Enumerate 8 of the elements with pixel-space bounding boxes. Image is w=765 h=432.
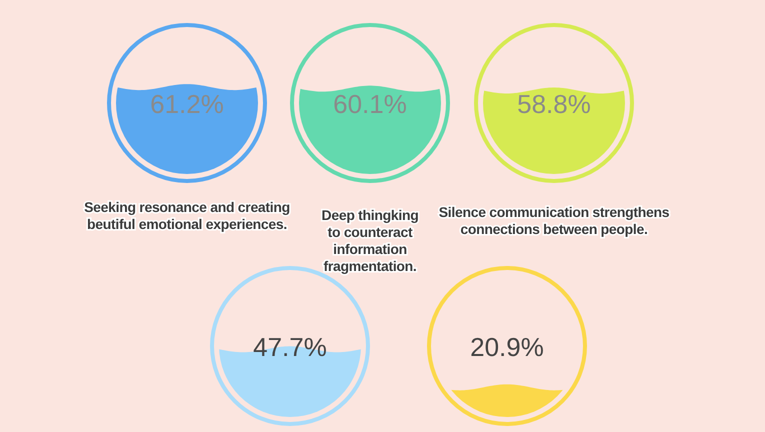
data-label: 61.2% (150, 89, 224, 119)
data-label: 20.9% (470, 332, 544, 362)
data-label: 58.8% (517, 89, 591, 119)
category-label: Deep thingking to counteract information fragmentation. (322, 207, 418, 274)
category-label: Silence communication strengthens connections between people. (438, 204, 670, 237)
data-label: 60.1% (333, 89, 407, 119)
data-label: 47.7% (253, 332, 327, 362)
category-label: Seeking resonance and creating beutiful emotional experiences. (84, 199, 290, 232)
